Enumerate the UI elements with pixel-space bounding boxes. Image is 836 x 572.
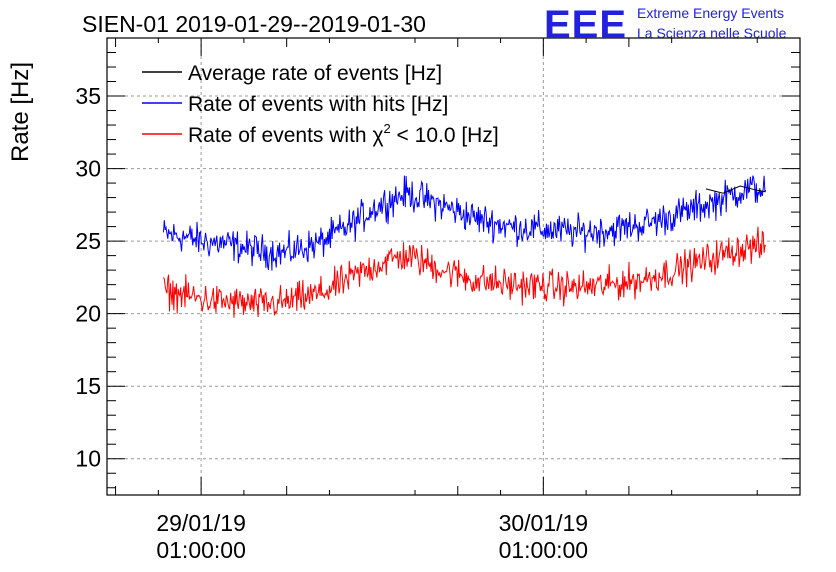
legend-label-hits: Rate of events with hits [Hz] (188, 93, 448, 116)
y-axis-label: Rate [Hz] (7, 62, 34, 162)
logo-line-1: Extreme Energy Events (637, 5, 784, 21)
legend-label-average: Average rate of events [Hz] (188, 62, 442, 85)
y-tick-label: 20 (75, 301, 101, 327)
grid-lines (107, 38, 800, 495)
y-tick-label: 10 (75, 446, 101, 472)
legend-label-chi2: Rate of events with χ2 < 10.0 [Hz] (188, 121, 499, 147)
plot-frame (106, 37, 801, 496)
y-tick-labels: 10 15 20 25 30 35 (75, 83, 101, 472)
y-tick-label: 30 (75, 156, 101, 182)
chart-title: SIEN-01 2019-01-29--2019-01-30 (82, 11, 426, 37)
x-tick-label-date: 30/01/19 (499, 510, 589, 536)
axis-ticks (107, 38, 801, 495)
eee-logo: EEE Extreme Energy Events La Scienza nel… (544, 3, 787, 47)
legend: Average rate of events [Hz] Rate of even… (142, 62, 499, 147)
x-tick-label-time: 01:00:00 (499, 537, 589, 563)
logo-line-2: La Scienza nelle Scuole (637, 25, 787, 41)
series-group (163, 175, 767, 318)
series-hits-line (163, 175, 767, 271)
series-chi2-line (163, 226, 767, 318)
x-tick-label-date: 29/01/19 (156, 510, 246, 536)
series-average-line (705, 185, 766, 194)
y-tick-label: 25 (75, 228, 101, 254)
logo-letters: EEE (544, 3, 627, 47)
y-tick-label: 35 (75, 83, 101, 109)
x-tick-label-time: 01:00:00 (156, 537, 246, 563)
y-tick-label: 15 (75, 373, 101, 399)
